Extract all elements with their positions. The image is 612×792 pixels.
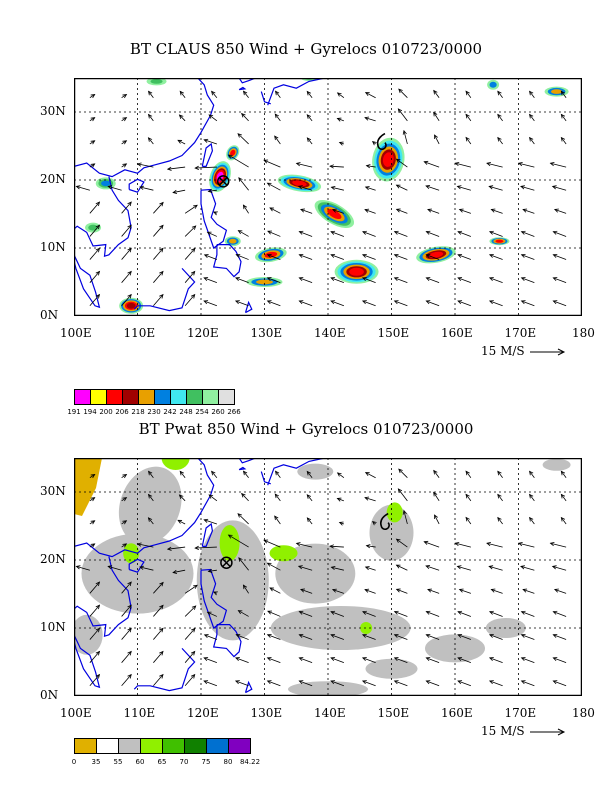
wind-vectors [75, 468, 567, 687]
lon-tick-label: 100E [60, 326, 92, 340]
colorbar-swatch [218, 389, 235, 405]
colorbar-tick-label: 266 [227, 408, 241, 416]
colorbar-tick-label: 206 [115, 408, 129, 416]
colorbar-swatch [154, 389, 171, 405]
lon-tick-label: 170E [504, 706, 537, 720]
colorbar-tick-label: 80 [223, 758, 233, 766]
lat-tick-label: 0N [40, 308, 59, 322]
pwat-map [74, 458, 582, 696]
colorbar-swatch [186, 389, 203, 405]
lon-tick-label: 150E [377, 326, 410, 340]
map-frame [74, 458, 582, 696]
colorbar-swatch [170, 389, 187, 405]
colorbar-swatch [122, 389, 139, 405]
lat-tick-label: 10N [40, 620, 66, 634]
colorbar-swatch [118, 738, 141, 754]
arrow-right-icon [530, 348, 566, 355]
colorbar-tick-label: 84.22 [239, 758, 261, 766]
colorbar-swatch [162, 738, 185, 754]
cyclone-marker-icon [220, 556, 233, 569]
colorbar-swatch [106, 389, 123, 405]
lon-tick-label: 140E [314, 706, 346, 720]
colorbar-swatch [96, 738, 119, 754]
colorbar-tick-label: 194 [83, 408, 97, 416]
lon-tick-label: 140E [314, 326, 346, 340]
gyre-marker-icon [380, 512, 390, 531]
colorbar-swatch [202, 389, 219, 405]
colorbar-swatch [138, 389, 155, 405]
claus-colorbar [74, 389, 235, 405]
lon-tick-label: 130E [250, 326, 283, 340]
colorbar-tick-label: 218 [131, 408, 145, 416]
cyclone-marker-icon [216, 175, 230, 188]
lon-tick-label: 130E [250, 706, 283, 720]
graticule [74, 78, 582, 316]
claus-colorbar-labels: 191 194 200 206 218 230 242 248 254 260 266 [67, 408, 274, 418]
claus-map [74, 78, 582, 316]
colorbar-tick-label: 55 [113, 758, 123, 766]
claus-reference-vector: 15 M/S [481, 344, 568, 358]
coastlines [74, 458, 325, 694]
lat-tick-label: 10N [40, 240, 66, 254]
lat-tick-label: 20N [40, 552, 66, 566]
panel-pwat-title: BT Pwat 850 Wind + Gyrelocs 010723/0000 [138, 420, 474, 438]
colorbar-tick-label: 248 [179, 408, 193, 416]
lon-tick-label: 120E [187, 706, 219, 720]
lon-tick-label: 110E [123, 706, 156, 720]
arrow-right-icon [530, 728, 566, 735]
lat-tick-label: 20N [40, 172, 66, 186]
colorbar-tick-label: 75 [201, 758, 211, 766]
cloud-features [85, 78, 569, 314]
pwat-reference-vector-label: 15 M/S [481, 724, 525, 738]
colorbar-tick-label: 60 [135, 758, 145, 766]
colorbar-swatch [74, 738, 97, 754]
colorbar-tick-label: 242 [163, 408, 177, 416]
lon-tick-label: 170E [504, 326, 537, 340]
claus-reference-vector-label: 15 M/S [481, 344, 525, 358]
lon-tick-label: 100E [60, 706, 92, 720]
dry-region [74, 458, 102, 516]
lon-tick-label: 180 [572, 326, 595, 340]
lon-tick-label: 120E [187, 326, 219, 340]
wind-vectors [75, 88, 567, 307]
gyre-marker-icon [376, 132, 387, 151]
lon-tick-label: 160E [441, 326, 473, 340]
map-frame [74, 78, 582, 316]
pwat-colorbar [74, 738, 251, 754]
colorbar-tick-label: 254 [195, 408, 209, 416]
lat-tick-label: 30N [40, 484, 66, 498]
colorbar-swatch [184, 738, 207, 754]
colorbar-tick-label: 260 [211, 408, 225, 416]
lat-tick-label: 0N [40, 688, 59, 702]
lon-tick-label: 150E [377, 706, 410, 720]
coastlines [74, 78, 325, 314]
lon-tick-label: 160E [441, 706, 473, 720]
colorbar-swatch [228, 738, 251, 754]
colorbar-tick-label: 65 [157, 758, 167, 766]
colorbar-tick-label: 70 [179, 758, 189, 766]
panel-claus-title: BT CLAUS 850 Wind + Gyrelocs 010723/0000 [129, 40, 483, 58]
colorbar-swatch [90, 389, 107, 405]
lon-tick-label: 110E [123, 326, 156, 340]
lon-tick-label: 180 [572, 706, 595, 720]
colorbar-tick-label: 230 [147, 408, 161, 416]
colorbar-swatch [74, 389, 91, 405]
colorbar-swatch [140, 738, 163, 754]
colorbar-tick-label: 200 [99, 408, 113, 416]
colorbar-tick-label: 35 [91, 758, 101, 766]
colorbar-tick-label: 191 [67, 408, 81, 416]
pwat-colorbar-labels: 0 35 55 60 65 70 75 80 84.22 [71, 758, 274, 768]
pwat-reference-vector: 15 M/S [481, 724, 568, 738]
colorbar-tick-label: 0 [71, 758, 77, 766]
colorbar-swatch [206, 738, 229, 754]
lat-tick-label: 30N [40, 104, 66, 118]
